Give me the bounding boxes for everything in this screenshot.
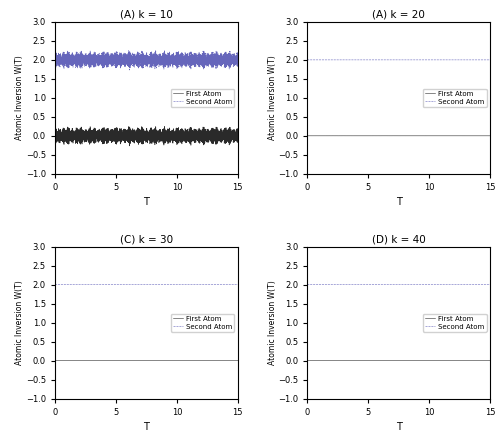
Legend: First Atom, Second Atom: First Atom, Second Atom — [423, 89, 486, 107]
Second Atom — [229, 61, 235, 66]
Second Atom — [472, 57, 478, 63]
Title: (C) k = 30: (C) k = 30 — [120, 234, 173, 244]
X-axis label: T: T — [144, 198, 150, 207]
First Atom — [185, 131, 191, 137]
Second Atom — [52, 68, 58, 73]
Y-axis label: Atomic Inversion W(T): Atomic Inversion W(T) — [16, 56, 24, 140]
Second Atom — [185, 282, 191, 287]
First Atom — [382, 358, 388, 363]
Second Atom — [336, 282, 342, 287]
Second Atom — [139, 55, 145, 60]
First Atom — [482, 133, 488, 138]
Y-axis label: Atomic Inversion W(T): Atomic Inversion W(T) — [268, 280, 276, 365]
First Atom — [220, 130, 226, 135]
First Atom — [52, 144, 58, 149]
Title: (A) k = 20: (A) k = 20 — [372, 10, 425, 20]
Second Atom — [304, 57, 310, 63]
Second Atom — [382, 57, 388, 63]
Second Atom — [482, 282, 488, 287]
Second Atom — [130, 62, 136, 67]
Second Atom — [185, 55, 191, 60]
First Atom — [391, 133, 397, 138]
First Atom — [472, 133, 478, 138]
First Atom — [139, 358, 145, 363]
First Atom — [235, 358, 241, 363]
First Atom — [482, 358, 488, 363]
Second Atom — [487, 282, 493, 287]
Second Atom — [220, 54, 226, 60]
Second Atom — [487, 57, 493, 63]
First Atom — [129, 129, 135, 134]
Second Atom — [382, 282, 388, 287]
Second Atom — [428, 57, 434, 63]
First Atom — [139, 131, 145, 136]
Legend: First Atom, Second Atom: First Atom, Second Atom — [170, 314, 234, 332]
Second Atom — [482, 57, 488, 63]
Second Atom — [381, 282, 387, 287]
First Atom — [129, 358, 135, 363]
Second Atom — [235, 60, 241, 66]
Second Atom — [129, 53, 135, 58]
First Atom — [428, 133, 434, 138]
First Atom — [162, 124, 168, 129]
Second Atom — [129, 282, 135, 287]
X-axis label: T: T — [396, 198, 402, 207]
Second Atom — [304, 282, 310, 287]
Second Atom — [139, 282, 145, 287]
First Atom — [130, 358, 136, 363]
First Atom — [235, 137, 241, 142]
First Atom — [391, 358, 397, 363]
Second Atom — [102, 282, 107, 287]
First Atom — [102, 358, 107, 363]
First Atom — [220, 358, 226, 363]
First Atom — [130, 138, 136, 143]
First Atom — [487, 133, 493, 138]
Second Atom — [130, 282, 136, 287]
Second Atom — [381, 57, 387, 63]
X-axis label: T: T — [144, 422, 150, 432]
Second Atom — [437, 282, 443, 287]
First Atom — [472, 358, 478, 363]
First Atom — [381, 133, 387, 138]
Second Atom — [220, 282, 226, 287]
First Atom — [487, 358, 493, 363]
Second Atom — [391, 57, 397, 63]
First Atom — [52, 358, 58, 363]
First Atom — [229, 358, 235, 363]
Second Atom — [52, 282, 58, 287]
Second Atom — [162, 48, 168, 53]
Legend: First Atom, Second Atom: First Atom, Second Atom — [423, 314, 486, 332]
Line: Second Atom: Second Atom — [55, 50, 238, 71]
X-axis label: T: T — [396, 422, 402, 432]
First Atom — [229, 137, 235, 142]
First Atom — [304, 358, 310, 363]
Line: First Atom: First Atom — [55, 126, 238, 147]
Second Atom — [472, 282, 478, 287]
Y-axis label: Atomic Inversion W(T): Atomic Inversion W(T) — [16, 280, 24, 365]
Title: (D) k = 40: (D) k = 40 — [372, 234, 426, 244]
Legend: First Atom, Second Atom: First Atom, Second Atom — [170, 89, 234, 107]
First Atom — [437, 358, 443, 363]
Y-axis label: Atomic Inversion W(T): Atomic Inversion W(T) — [268, 56, 276, 140]
First Atom — [336, 358, 342, 363]
First Atom — [185, 358, 191, 363]
First Atom — [304, 133, 310, 138]
First Atom — [382, 133, 388, 138]
First Atom — [437, 133, 443, 138]
Title: (A) k = 10: (A) k = 10 — [120, 10, 173, 20]
First Atom — [381, 358, 387, 363]
Second Atom — [437, 57, 443, 63]
Second Atom — [391, 282, 397, 287]
Second Atom — [229, 282, 235, 287]
Second Atom — [235, 282, 241, 287]
